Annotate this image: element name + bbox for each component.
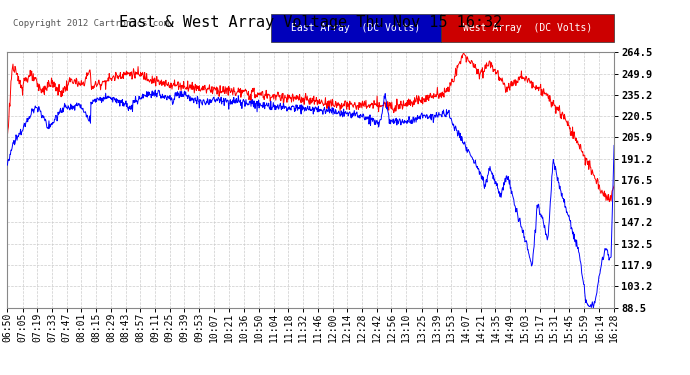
Text: East Array  (DC Volts): East Array (DC Volts)	[291, 23, 421, 33]
FancyBboxPatch shape	[271, 14, 441, 42]
Text: East & West Array Voltage Thu Nov 15 16:32: East & West Array Voltage Thu Nov 15 16:…	[119, 15, 502, 30]
FancyBboxPatch shape	[441, 14, 614, 42]
Text: West Array  (DC Volts): West Array (DC Volts)	[463, 23, 592, 33]
Text: Copyright 2012 Cartronics.com: Copyright 2012 Cartronics.com	[13, 20, 169, 28]
